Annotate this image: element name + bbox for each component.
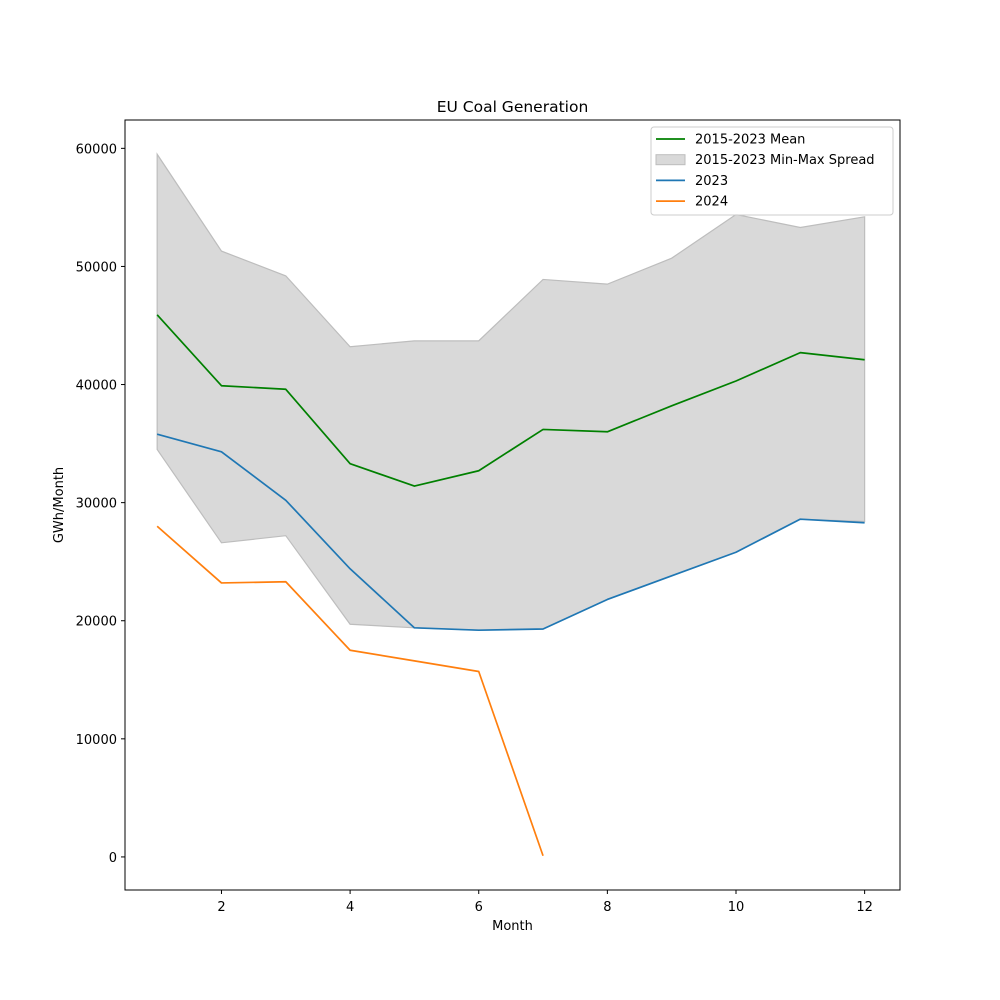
- x-tick-label: 12: [856, 900, 873, 915]
- y-tick-label: 30000: [76, 497, 117, 512]
- y-tick-label: 40000: [76, 379, 117, 394]
- y-tick-label: 20000: [76, 615, 117, 630]
- series-line-3: [156, 525, 544, 857]
- legend-label: 2015-2023 Mean: [695, 133, 805, 148]
- chart-title: EU Coal Generation: [437, 98, 589, 116]
- series-line-2: [156, 433, 865, 632]
- plot-frame: [124, 119, 901, 891]
- legend-label: 2023: [695, 174, 728, 189]
- legend-box: [650, 126, 894, 216]
- y-axis-label: GWh/Month: [52, 467, 67, 543]
- x-tick-label: 8: [603, 900, 611, 915]
- x-tick-label: 2: [217, 900, 225, 915]
- x-tick-label: 6: [475, 900, 483, 915]
- y-tick-label: 50000: [76, 260, 117, 275]
- plot-area: [156, 152, 866, 857]
- legend-label: 2024: [695, 195, 728, 210]
- y-tick-label: 60000: [76, 142, 117, 157]
- x-axis-label: Month: [492, 919, 533, 934]
- spread-band: [156, 152, 866, 631]
- x-tick-label: 4: [346, 900, 354, 915]
- y-tick-label: 10000: [76, 733, 117, 748]
- legend: 2015-2023 Mean 2015-2023 Min-Max Spread 20…: [650, 126, 894, 216]
- series-line-1: [156, 314, 865, 487]
- axes: 2 4 6 8 10 12 0 10000 20000 30000 40000 50000 60000: [76, 142, 873, 915]
- legend-swatch: [655, 154, 686, 166]
- y-tick-label: 0: [109, 851, 117, 866]
- x-tick-label: 10: [728, 900, 745, 915]
- legend-label: 2015-2023 Min-Max Spread: [695, 153, 875, 168]
